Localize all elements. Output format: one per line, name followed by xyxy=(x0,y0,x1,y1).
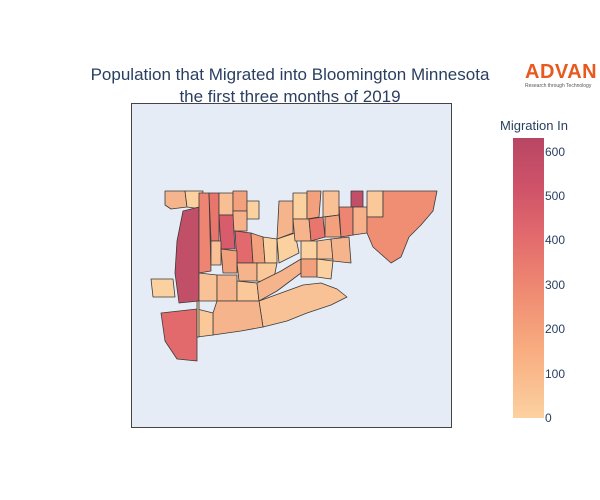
chart-title: Population that Migrated into Bloomingto… xyxy=(0,64,580,108)
tract xyxy=(234,230,254,264)
logo-tagline: Research through Technology xyxy=(525,83,592,89)
tract xyxy=(216,274,238,302)
tract xyxy=(366,190,438,264)
tract xyxy=(308,216,326,242)
tract xyxy=(246,200,260,220)
tract xyxy=(322,190,340,218)
colorbar xyxy=(513,138,544,418)
colorbar-tick: 100 xyxy=(545,367,566,381)
tract xyxy=(316,238,334,260)
tract xyxy=(330,236,352,264)
tract xyxy=(236,262,258,282)
tract xyxy=(150,278,176,298)
chart-title-line1: Population that Migrated into Bloomingto… xyxy=(90,65,490,84)
tract xyxy=(352,206,368,236)
tract xyxy=(218,192,234,216)
tract xyxy=(208,192,220,242)
colorbar-title: Migration In xyxy=(500,118,568,133)
tract xyxy=(300,240,318,260)
tract xyxy=(262,236,278,264)
chart-title-line2: the first three months of 2019 xyxy=(179,87,401,106)
tract xyxy=(276,200,294,240)
colorbar-tick: 400 xyxy=(545,233,566,247)
tract xyxy=(300,258,318,278)
tract xyxy=(218,214,236,250)
tract xyxy=(338,206,354,238)
colorbar-tick: 200 xyxy=(545,322,566,336)
tract-high xyxy=(174,206,200,304)
tract xyxy=(276,232,300,264)
tract xyxy=(212,300,264,336)
advan-logo: ADVAN Research through Technology xyxy=(525,61,598,90)
colorbar-tick: 500 xyxy=(545,189,566,203)
tract xyxy=(292,192,308,220)
tract xyxy=(236,280,260,302)
logo-wordmark: ADVAN xyxy=(525,61,598,83)
choropleth-map[interactable] xyxy=(132,104,451,427)
tract xyxy=(232,190,248,212)
tract xyxy=(160,308,198,362)
map-area[interactable] xyxy=(131,103,452,428)
river xyxy=(196,300,200,338)
tract xyxy=(306,190,322,220)
tract xyxy=(258,282,348,328)
tract xyxy=(198,192,212,274)
colorbar-tick: 0 xyxy=(545,411,552,425)
tract xyxy=(366,190,384,218)
colorbar-tick: 600 xyxy=(545,145,566,159)
tract-high xyxy=(350,190,364,208)
tract xyxy=(220,248,238,274)
tract xyxy=(316,258,334,280)
tract xyxy=(198,272,218,302)
tract xyxy=(324,214,342,238)
tract xyxy=(164,190,188,210)
tract xyxy=(210,240,222,266)
colorbar-tick: 300 xyxy=(545,278,566,292)
tract xyxy=(292,218,312,242)
tract xyxy=(232,210,248,232)
